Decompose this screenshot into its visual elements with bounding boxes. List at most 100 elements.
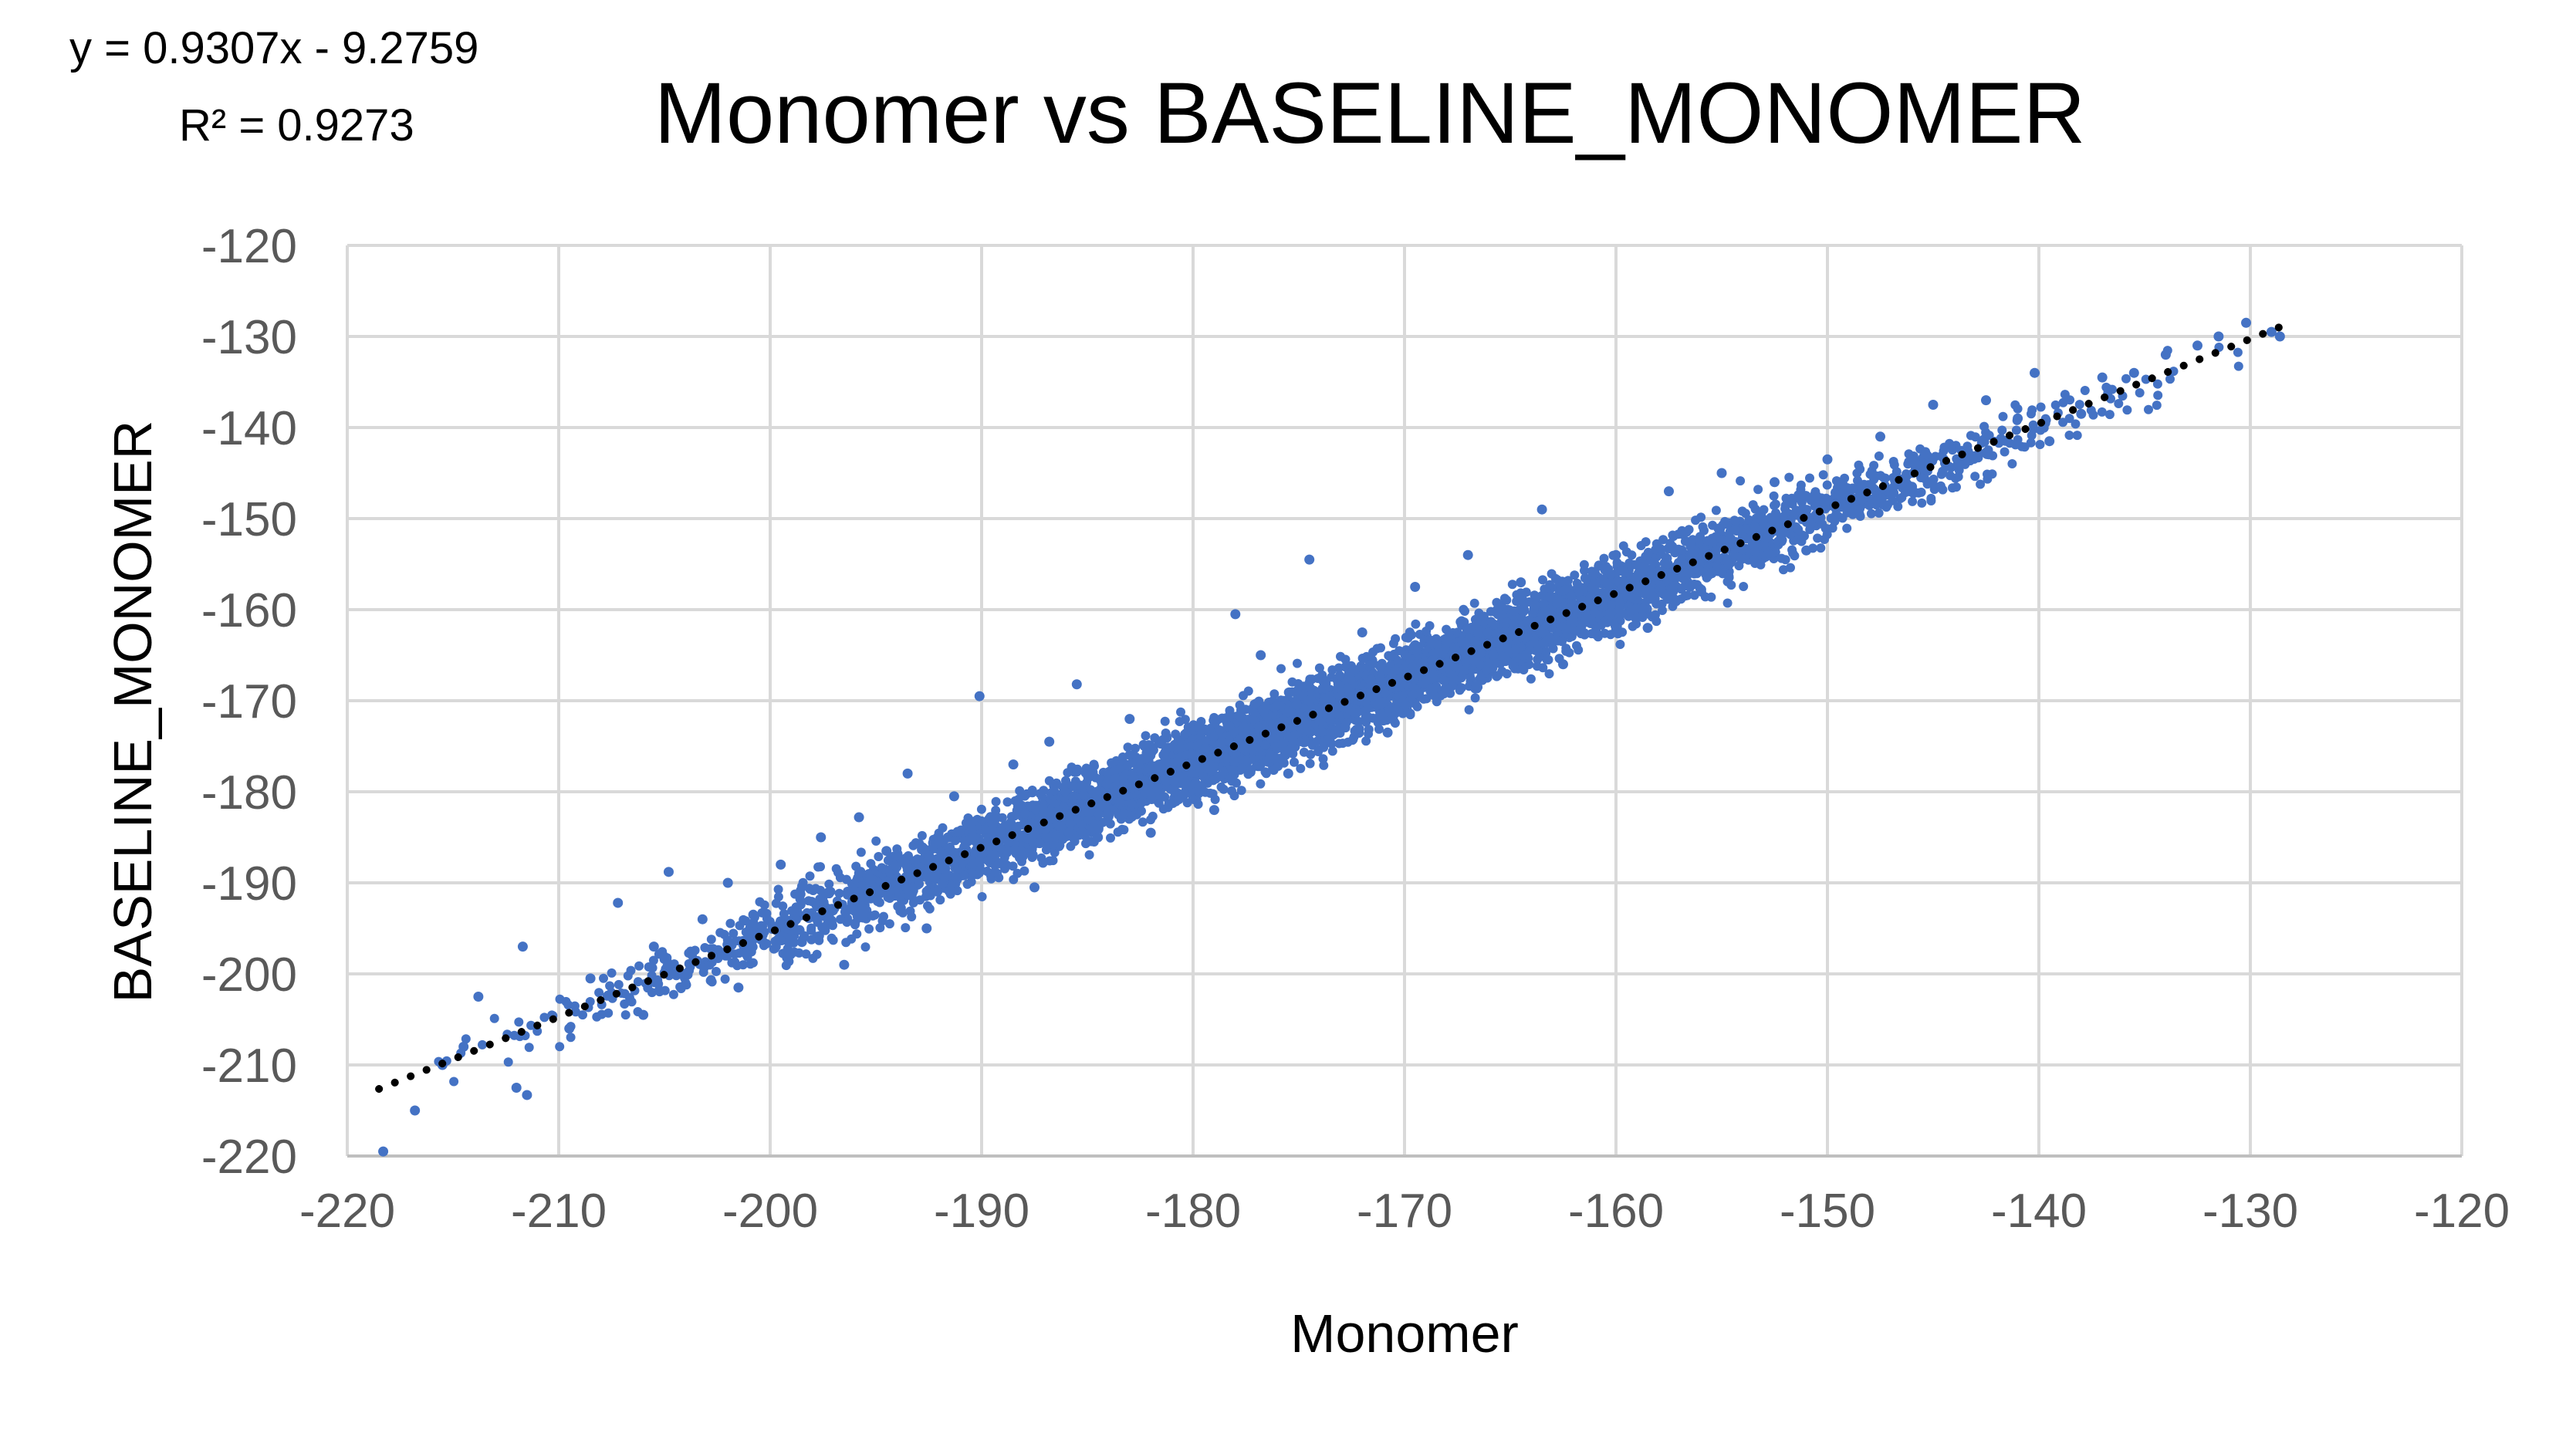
scatter-point <box>1175 742 1185 752</box>
scatter-point <box>1053 821 1063 831</box>
scatter-point <box>1036 853 1046 863</box>
scatter-point <box>514 1017 524 1027</box>
scatter-point <box>1072 767 1082 777</box>
scatter-point <box>1225 709 1235 718</box>
scatter-point <box>1831 476 1841 486</box>
scatter-point <box>1812 492 1822 501</box>
scatter-point <box>1385 652 1395 662</box>
scatter-point <box>1530 638 1540 648</box>
scatter-point <box>940 873 950 883</box>
scatter-point <box>2152 401 2162 411</box>
scatter-point <box>1533 654 1543 664</box>
scatter-point <box>1486 617 1496 627</box>
scatter-point <box>1319 760 1329 770</box>
scatter-point <box>1305 759 1315 769</box>
scatter-point <box>966 877 976 887</box>
scatter-point <box>1589 601 1599 611</box>
scatter-point <box>1578 595 1588 605</box>
scatter-point <box>928 842 938 852</box>
scatter-point <box>1739 582 1749 591</box>
x-tick-label: -190 <box>934 1185 1029 1238</box>
scatter-point <box>1840 502 1850 512</box>
scatter-point <box>1422 626 1432 636</box>
scatter-point <box>1757 514 1767 524</box>
scatter-point <box>532 1026 543 1036</box>
scatter-point <box>561 996 571 1006</box>
scatter-point <box>1256 779 1266 789</box>
scatter-point <box>2011 425 2021 435</box>
scatter-point <box>1176 707 1185 717</box>
scatter-point <box>1322 735 1332 745</box>
scatter-point <box>1915 444 1925 454</box>
scatter-point <box>1696 512 1706 522</box>
scatter-point <box>796 889 806 899</box>
scatter-point <box>1614 599 1624 609</box>
scatter-point <box>1136 798 1146 808</box>
scatter-point <box>1926 493 1936 503</box>
scatter-point <box>1889 460 1899 470</box>
scatter-point <box>1685 542 1695 552</box>
scatter-point <box>868 911 877 921</box>
scatter-point <box>808 886 818 895</box>
scatter-point <box>1411 619 1421 629</box>
scatter-point <box>1998 411 2008 421</box>
scatter-point <box>992 812 1002 822</box>
scatter-point <box>1736 476 1746 486</box>
scatter-point <box>1874 508 1884 518</box>
scatter-point <box>1229 755 1239 765</box>
scatter-point <box>1367 659 1378 669</box>
scatter-point <box>874 852 884 861</box>
scatter-point <box>1963 446 1973 456</box>
scatter-point <box>1888 482 1898 492</box>
scatter-point <box>1238 744 1248 753</box>
scatter-point <box>725 918 735 928</box>
scatter-point <box>1384 705 1394 715</box>
scatter-point <box>1690 564 1700 574</box>
scatter-point <box>524 1043 534 1053</box>
scatter-point <box>889 874 899 884</box>
scatter-point <box>1019 866 1029 876</box>
scatter-point <box>1493 608 1503 618</box>
scatter-point <box>734 948 744 958</box>
chart-title: Monomer vs BASELINE_MONOMER <box>654 65 2086 161</box>
scatter-point <box>1787 499 1797 509</box>
scatter-point <box>1649 557 1659 567</box>
scatter-point <box>1902 471 1912 481</box>
scatter-point <box>2080 386 2090 395</box>
scatter-point <box>1621 547 1631 557</box>
scatter-point <box>977 892 987 901</box>
y-tick-label: -160 <box>201 584 297 637</box>
scatter-point <box>1903 459 1913 469</box>
scatter-point <box>1970 432 1980 442</box>
scatter-point <box>1314 663 1324 673</box>
scatter-point <box>2104 410 2115 420</box>
scatter-point <box>1469 598 1479 608</box>
scatter-point <box>578 1010 587 1020</box>
scatter-point <box>1916 473 1926 482</box>
scatter-point <box>1293 658 1302 668</box>
scatter-point <box>801 949 811 959</box>
scatter-point <box>904 891 914 901</box>
scatter-point <box>1607 607 1617 617</box>
scatter-point <box>1447 681 1457 691</box>
scatter-point <box>938 864 948 874</box>
scatter-point <box>836 914 845 925</box>
scatter-point <box>1363 703 1373 713</box>
scatter-point <box>2027 409 2036 419</box>
scatter-point <box>994 873 1004 883</box>
scatter-point <box>796 881 806 891</box>
scatter-point <box>627 997 637 1007</box>
scatter-point <box>1482 627 1493 637</box>
scatter-point <box>1997 425 2007 435</box>
scatter-point <box>1781 493 1791 503</box>
scatter-point <box>1135 755 1145 765</box>
scatter-point <box>1948 445 1957 455</box>
scatter-point <box>1335 671 1344 681</box>
scatter-point <box>1744 515 1754 525</box>
scatter-point <box>1715 522 1725 532</box>
scatter-point <box>2097 407 2107 417</box>
scatter-point <box>1169 776 1179 786</box>
scatter-point <box>1826 513 1836 523</box>
scatter-point <box>1253 722 1263 732</box>
scatter-point <box>1209 776 1219 786</box>
